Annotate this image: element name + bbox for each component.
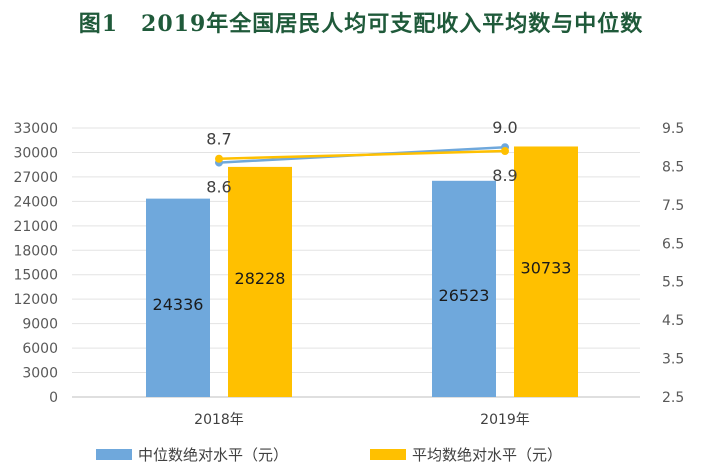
y-left-tick-label: 15000 <box>13 268 58 284</box>
y-left-tick-label: 21000 <box>13 219 58 235</box>
y-right-tick-label: 5.5 <box>662 275 684 291</box>
y-right-tick-label: 2.5 <box>662 390 684 406</box>
line-value-label: 8.7 <box>206 130 231 149</box>
x-category-label: 2018年 <box>194 412 244 428</box>
y-left-tick-label: 0 <box>49 390 58 406</box>
bar-value-label: 28228 <box>235 269 286 288</box>
y-left-tick-label: 6000 <box>22 341 58 357</box>
legend-label: 中位数绝对水平（元） <box>138 446 288 464</box>
bar <box>228 166 292 397</box>
legend-swatch <box>96 449 132 460</box>
y-left-tick-label: 3000 <box>22 366 58 382</box>
y-left-tick-label: 33000 <box>13 121 58 137</box>
y-right-tick-label: 7.5 <box>662 198 684 214</box>
y-right-tick-label: 3.5 <box>662 352 684 368</box>
x-category-label: 2019年 <box>480 412 530 428</box>
y-left-tick-label: 18000 <box>13 243 58 259</box>
y-left-tick-label: 9000 <box>22 317 58 333</box>
legend-swatch <box>370 449 406 460</box>
y-left-tick-label: 30000 <box>13 145 58 161</box>
y-right-tick-label: 4.5 <box>662 313 684 329</box>
y-right-tick-label: 6.5 <box>662 236 684 252</box>
chart-title: 图1 2019年全国居民人均可支配收入平均数与中位数 <box>78 11 644 37</box>
line-value-label: 8.9 <box>492 166 517 185</box>
line-value-label: 8.6 <box>206 178 231 197</box>
bar <box>514 146 578 397</box>
bar-value-label: 30733 <box>521 259 572 278</box>
series-line <box>218 149 506 160</box>
bar-value-label: 26523 <box>439 286 490 305</box>
line-point <box>215 154 223 163</box>
y-left-tick-label: 27000 <box>13 170 58 186</box>
y-right-tick-label: 8.5 <box>662 159 684 175</box>
y-left-tick-label: 12000 <box>13 292 58 308</box>
line-value-label: 9.0 <box>492 118 517 137</box>
bar <box>432 180 496 397</box>
bar <box>146 198 210 397</box>
y-left-tick-label: 24000 <box>13 194 58 210</box>
y-right-tick-label: 9.5 <box>662 121 684 137</box>
bar-value-label: 24336 <box>153 295 204 314</box>
legend-label: 平均数绝对水平（元） <box>412 446 562 464</box>
line-point <box>501 147 509 156</box>
